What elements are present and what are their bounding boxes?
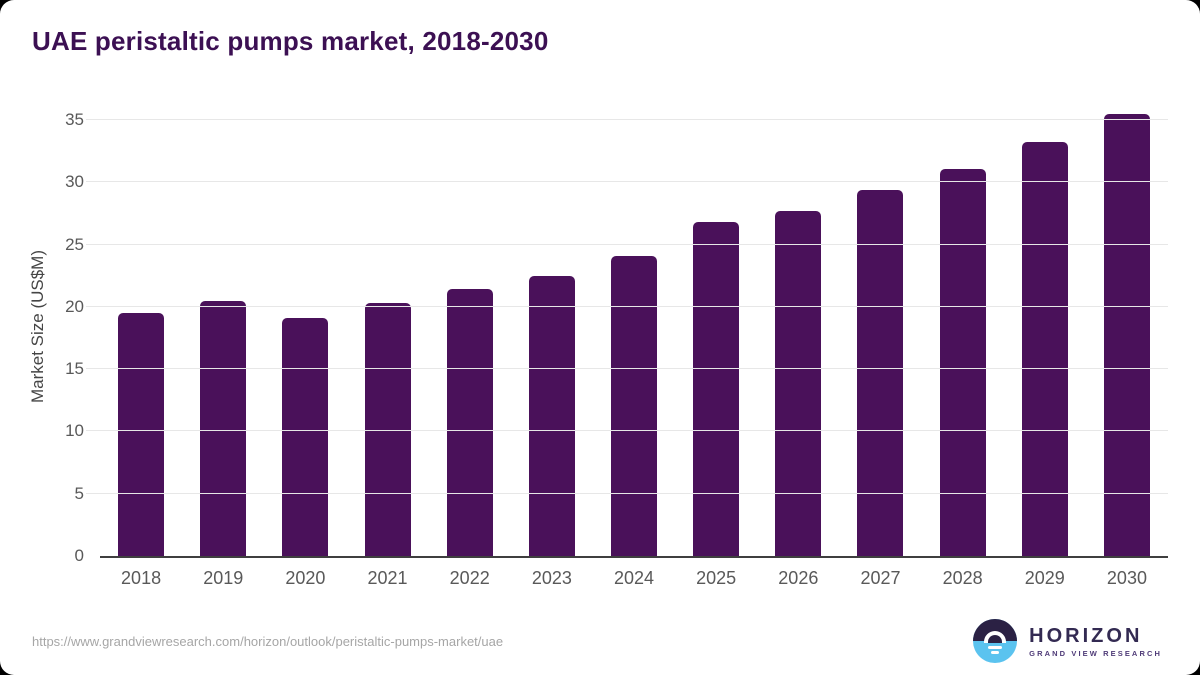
y-tick-label-20: 20 xyxy=(65,296,84,316)
y-tick-label-10: 10 xyxy=(65,421,84,441)
gridline-y-20 xyxy=(86,305,1168,307)
y-tick-label-5: 5 xyxy=(74,483,84,503)
bar-band-2019 xyxy=(182,95,264,556)
x-tick-label-2023: 2023 xyxy=(531,568,572,588)
bar-series xyxy=(100,95,1168,556)
plot-area: 0 5 10 15 20 25 30 35 xyxy=(65,95,1168,565)
bar-2020 xyxy=(282,318,329,556)
bar-2022 xyxy=(446,289,493,556)
bar-band-2022 xyxy=(429,95,511,556)
logo-sun xyxy=(988,635,1003,643)
bar-2019 xyxy=(200,300,247,556)
logo-subtitle: GRAND VIEW RESEARCH xyxy=(1029,648,1162,658)
y-tick-label-0: 0 xyxy=(74,546,84,565)
source-url: https://www.grandviewresearch.com/horizo… xyxy=(32,634,504,649)
gridline-y-10 xyxy=(86,430,1168,432)
bar-2028 xyxy=(939,168,986,556)
bar-2024 xyxy=(611,255,658,556)
bar-band-2028 xyxy=(922,95,1004,556)
logo-water-stripe xyxy=(991,651,1000,654)
y-tick-label-35: 35 xyxy=(65,109,84,129)
x-tick-label-2020: 2020 xyxy=(285,568,326,588)
bar-band-2026 xyxy=(757,95,839,556)
logo-name: HORIZON xyxy=(1029,624,1143,647)
x-axis-labels: 2018 2019 2020 2021 2022 2023 2024 2025 2026 2027… xyxy=(100,568,1168,589)
logo-water-stripe xyxy=(988,646,1003,649)
y-axis-title: Market Size (US$M) xyxy=(28,249,47,404)
bar-2021 xyxy=(364,303,411,556)
bar-band-2027 xyxy=(839,95,921,556)
logo-sky xyxy=(973,619,1018,641)
gridline-y-15 xyxy=(86,368,1168,370)
gridline-y-30 xyxy=(86,181,1168,183)
x-tick-label-2018: 2018 xyxy=(121,568,162,588)
x-tick-label-2021: 2021 xyxy=(367,568,408,588)
bar-2023 xyxy=(528,275,575,556)
x-tick-label-2027: 2027 xyxy=(860,568,901,588)
bar-2029 xyxy=(1021,142,1068,556)
y-tick-label-30: 30 xyxy=(65,172,84,192)
x-tick-label-2029: 2029 xyxy=(1024,568,1065,588)
bar-band-2025 xyxy=(675,95,757,556)
x-tick-label-2019: 2019 xyxy=(203,568,244,588)
logo-text-block: HORIZON GRAND VIEW RESEARCH xyxy=(1029,625,1162,658)
x-tick-label-2026: 2026 xyxy=(778,568,819,588)
bar-band-2021 xyxy=(346,95,428,556)
y-tick-label-25: 25 xyxy=(65,234,84,254)
bar-band-2023 xyxy=(511,95,593,556)
x-tick-label-2025: 2025 xyxy=(696,568,737,588)
bar-2026 xyxy=(775,210,822,556)
bar-band-2020 xyxy=(264,95,346,556)
x-tick-label-2028: 2028 xyxy=(942,568,983,588)
bar-band-2029 xyxy=(1004,95,1086,556)
gridline-y-35 xyxy=(86,118,1168,120)
horizon-logo-icon xyxy=(973,619,1018,663)
bar-2018 xyxy=(118,313,165,556)
x-tick-label-2024: 2024 xyxy=(613,568,655,588)
bar-2025 xyxy=(693,222,740,556)
horizon-logo: HORIZON GRAND VIEW RESEARCH xyxy=(973,619,1162,663)
bar-band-2030 xyxy=(1086,95,1168,556)
y-tick-label-15: 15 xyxy=(65,359,84,379)
bar-band-2024 xyxy=(593,95,675,556)
bar-2030 xyxy=(1103,113,1150,556)
gridline-y-5 xyxy=(86,492,1168,494)
bar-2027 xyxy=(857,189,904,556)
bar-band-2018 xyxy=(100,95,182,556)
chart-title: UAE peristaltic pumps market, 2018-2030 xyxy=(32,26,549,56)
gridline-y-25 xyxy=(86,243,1168,245)
x-tick-label-2030: 2030 xyxy=(1106,568,1147,588)
x-tick-label-2022: 2022 xyxy=(449,568,490,588)
